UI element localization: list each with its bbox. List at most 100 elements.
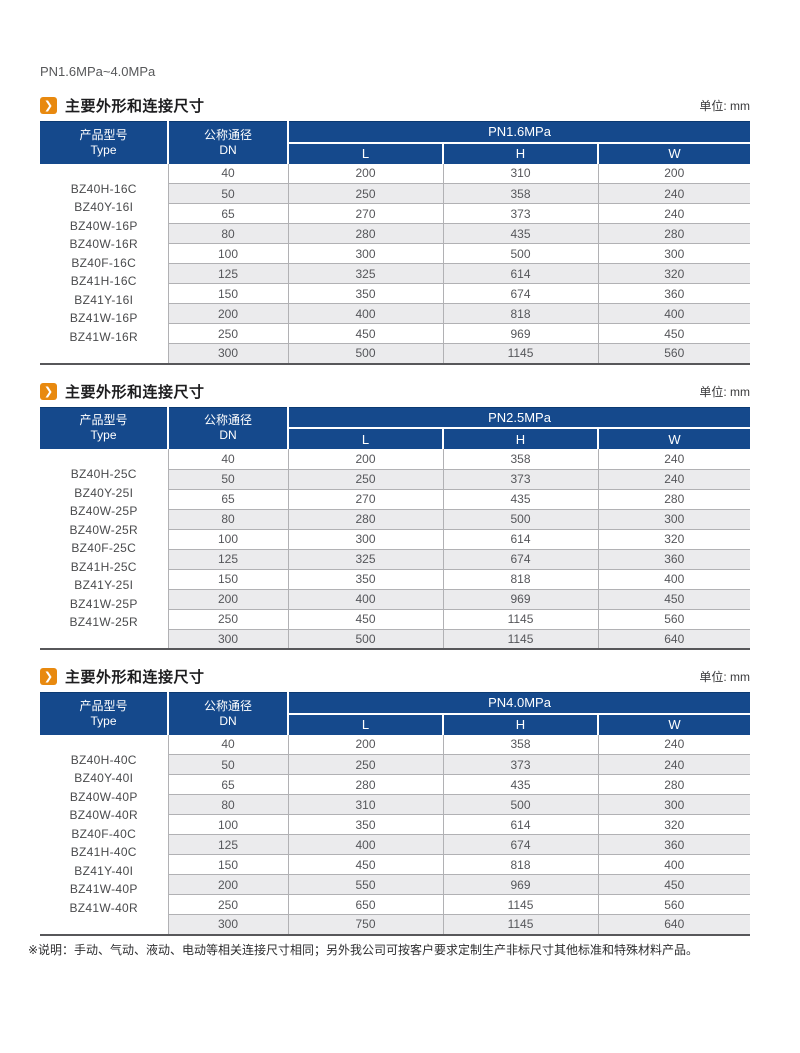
col-header-type: 产品型号 Type: [40, 407, 168, 449]
table-row: BZ40H-25C BZ40Y-25I BZ40W-25P BZ40W-25R BZ40…: [40, 449, 751, 649]
product-type-label: BZ40H-16C: [70, 181, 137, 196]
col-header-type: 产品型号 Type: [40, 692, 168, 735]
dimension-value-cell: 674: [442, 548, 598, 569]
product-type-label: BZ41H-16C: [70, 274, 137, 289]
dimension-value-cell: 750: [287, 914, 443, 935]
table-row: 65 280 435 280: [40, 774, 751, 795]
col-header-type: 产品型号 Type: [40, 121, 168, 164]
table-row: 300 500 1145 640: [40, 628, 751, 649]
product-type-label: BZ40Y-40I: [74, 771, 134, 786]
dimension-value-cell: 240: [597, 468, 751, 489]
dimension-value-cell: 373: [442, 754, 598, 775]
header-row-dims: L H W: [40, 712, 751, 735]
dimension-value-cell: 320: [597, 528, 751, 549]
dimension-value-cell: 1145: [442, 894, 598, 915]
product-type-label: BZ41W-16P: [69, 311, 138, 326]
dimension-value-cell: 350: [287, 283, 443, 304]
product-type-label: BZ40W-25R: [69, 522, 138, 537]
dimension-value-cell: 240: [597, 183, 751, 204]
col-header-w: W: [596, 427, 751, 449]
table-row: 150 450 818 400: [40, 854, 751, 875]
dn-value-cell: 150: [167, 283, 288, 304]
dimension-value-cell: 240: [597, 754, 751, 775]
dimension-value-cell: 373: [442, 468, 598, 489]
dimension-value-cell: 270: [287, 488, 443, 509]
dimension-value-cell: 818: [442, 854, 598, 875]
dn-value-cell: 40: [167, 163, 288, 184]
product-type-label: BZ40W-40P: [69, 789, 138, 804]
product-type-label: BZ41H-40C: [70, 845, 137, 860]
table-row: 50 250 373 240: [40, 754, 751, 775]
section-title: 主要外形和连接尺寸: [65, 98, 205, 115]
dn-value-cell: 80: [167, 508, 288, 529]
col-header-type-cn: 产品型号: [79, 413, 128, 428]
table-row: 300 500 1145 560: [40, 343, 751, 364]
dimension-value-cell: 250: [287, 468, 443, 489]
dn-value-cell: 65: [167, 488, 288, 509]
section-header-pn25: ❯ 主要外形和连接尺寸 单位: mm: [40, 382, 750, 401]
dn-value-cell: 150: [167, 568, 288, 589]
dn-value-cell: 250: [167, 323, 288, 344]
dimension-value-cell: 240: [597, 734, 751, 755]
col-header-h: H: [442, 141, 598, 164]
col-header-w: W: [596, 712, 751, 735]
section-arrow-icon: ❯: [40, 668, 57, 685]
dimension-value-cell: 240: [597, 203, 751, 224]
dn-value-cell: 300: [167, 628, 288, 649]
dn-value-cell: 125: [167, 263, 288, 284]
product-type-list: BZ40H-16C BZ40Y-16I BZ40W-16P BZ40W-16R BZ40…: [40, 163, 168, 364]
dimension-value-cell: 280: [287, 508, 443, 529]
col-header-h: H: [442, 427, 598, 449]
dimension-value-cell: 435: [442, 774, 598, 795]
dimension-value-cell: 560: [597, 343, 751, 364]
dn-value-cell: 250: [167, 894, 288, 915]
dimension-value-cell: 550: [287, 874, 443, 895]
product-type-label: BZ40F-16C: [71, 255, 137, 270]
dimension-value-cell: 350: [287, 568, 443, 589]
col-header-type-en: Type: [90, 142, 117, 157]
dimension-value-cell: 640: [597, 628, 751, 649]
product-type-label: BZ41W-16R: [69, 329, 138, 344]
dimension-value-cell: 500: [442, 794, 598, 815]
product-type-label: BZ40F-25C: [71, 541, 137, 556]
pressure-range-label: PN1.6MPa~4.0MPa: [40, 64, 156, 79]
table-body: BZ40H-16C BZ40Y-16I BZ40W-16P BZ40W-16R BZ40…: [40, 163, 751, 364]
dn-value-cell: 300: [167, 343, 288, 364]
dimension-value-cell: 360: [597, 548, 751, 569]
product-type-label: BZ41Y-16I: [74, 292, 134, 307]
dimension-value-cell: 360: [597, 283, 751, 304]
table-row: 125 325 614 320: [40, 263, 751, 284]
table-row: 200 400 969 450: [40, 588, 751, 609]
dimension-value-cell: 350: [287, 814, 443, 835]
dimension-value-cell: 400: [597, 854, 751, 875]
dn-value-cell: 200: [167, 303, 288, 324]
col-header-l: L: [287, 427, 443, 449]
dimension-table-pn40: 产品型号 Type 公称通径 DN PN4.0MPa L H W BZ40H-4…: [40, 692, 751, 936]
table-row: 80 280 500 300: [40, 508, 751, 529]
table-row: 150 350 674 360: [40, 283, 751, 304]
dn-value-cell: 150: [167, 854, 288, 875]
table-body: BZ40H-25C BZ40Y-25I BZ40W-25P BZ40W-25R BZ40…: [40, 449, 751, 649]
table-row: BZ40H-40C BZ40Y-40I BZ40W-40P BZ40W-40R BZ40…: [40, 734, 751, 935]
dn-value-cell: 40: [167, 734, 288, 755]
product-type-label: BZ41Y-25I: [74, 578, 134, 593]
table-row: 80 310 500 300: [40, 794, 751, 815]
dn-value-cell: 125: [167, 548, 288, 569]
dimension-value-cell: 270: [287, 203, 443, 224]
product-type-label: BZ40W-25P: [69, 504, 138, 519]
dn-value-cell: 100: [167, 528, 288, 549]
dimension-value-cell: 200: [287, 449, 443, 469]
dimension-table-pn16: 产品型号 Type 公称通径 DN PN1.6MPa L H W BZ40H-1…: [40, 121, 751, 365]
dimension-value-cell: 250: [287, 754, 443, 775]
col-header-type-cn: 产品型号: [79, 127, 128, 142]
table-row: 150 350 818 400: [40, 568, 751, 589]
col-header-dn-cn: 公称通径: [203, 127, 252, 142]
product-type-label: BZ40Y-16I: [74, 200, 134, 215]
product-type-label: BZ40Y-25I: [74, 485, 134, 500]
col-header-dn-en: DN: [219, 713, 237, 728]
product-type-label: BZ41Y-40I: [74, 863, 134, 878]
dimension-value-cell: 400: [597, 568, 751, 589]
dimension-value-cell: 200: [597, 163, 751, 184]
dimension-value-cell: 674: [442, 283, 598, 304]
dn-value-cell: 80: [167, 794, 288, 815]
